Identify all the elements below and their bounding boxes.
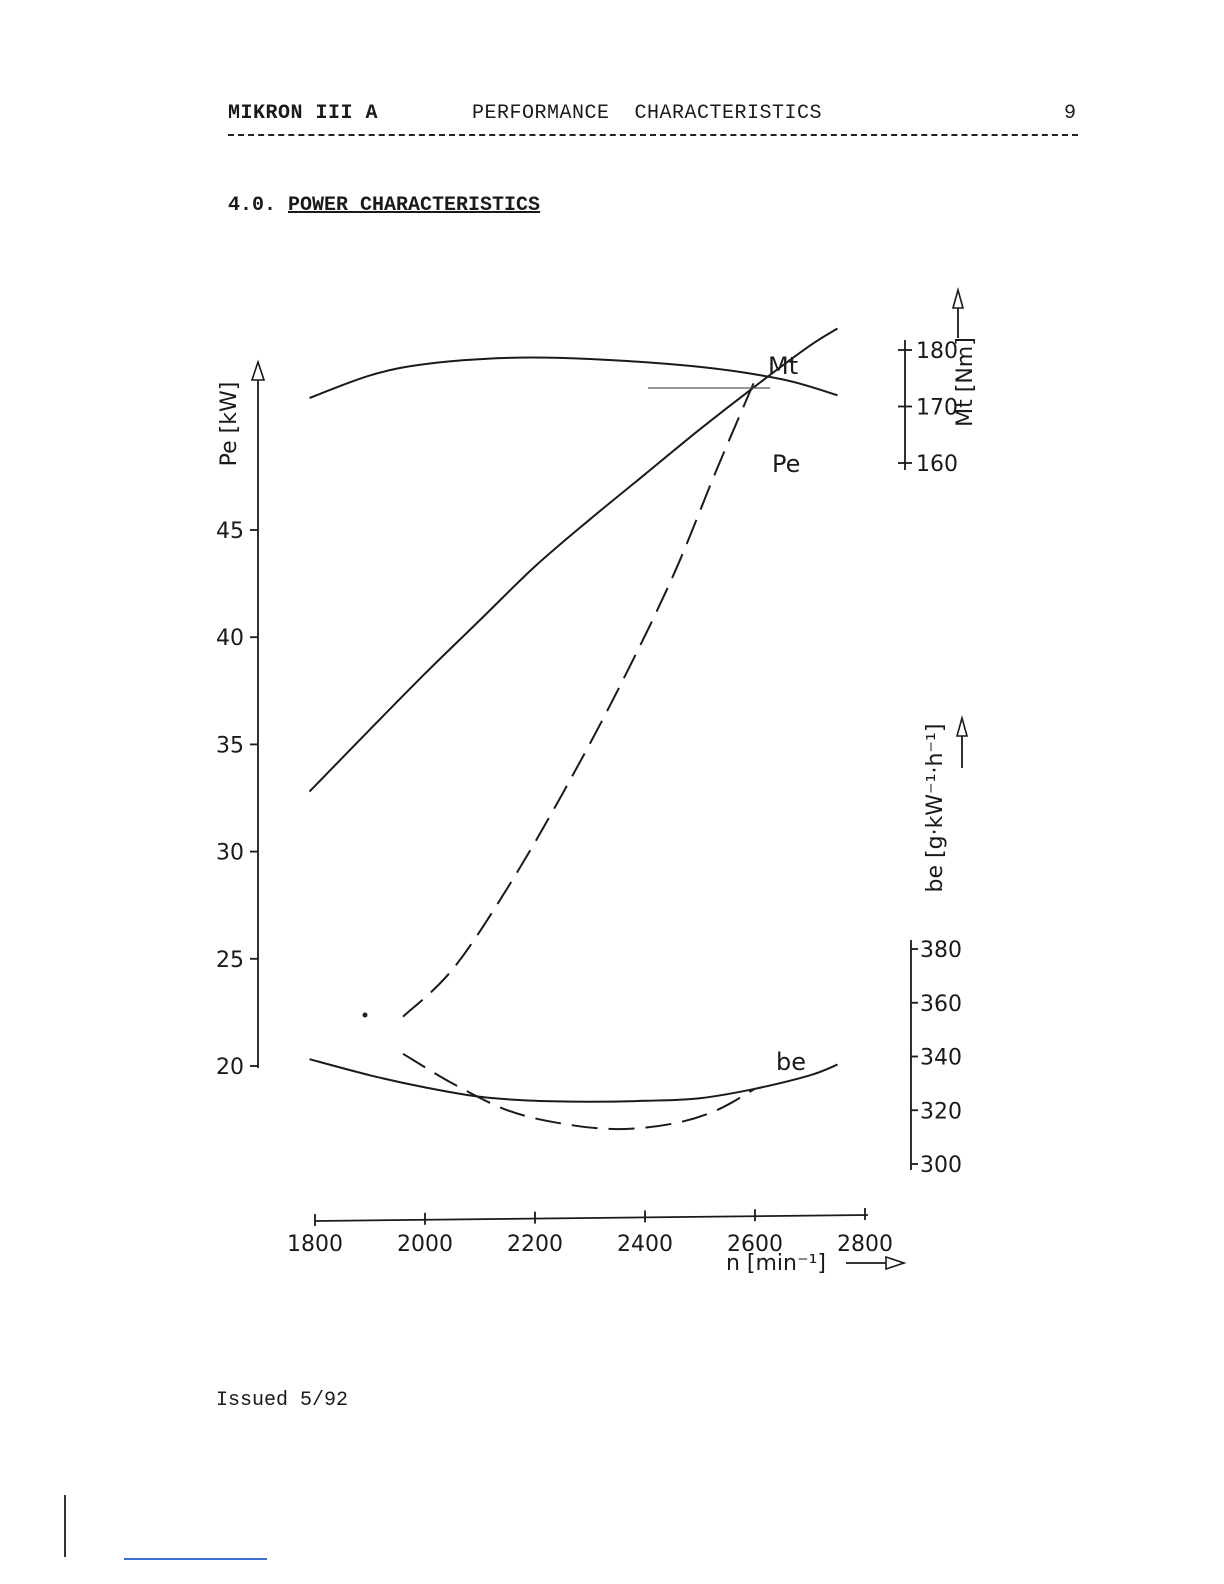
header-rule <box>228 134 1078 136</box>
be-tick-label: 300 <box>920 1153 962 1178</box>
curve-power-dashed <box>402 379 756 1018</box>
power-tick-label: 35 <box>216 733 244 758</box>
torque-tick-label: 180 <box>916 339 958 364</box>
be-tick-label: 380 <box>920 938 962 963</box>
x-tick-label: 2400 <box>617 1232 673 1257</box>
x-axis-line <box>314 1214 869 1222</box>
curve-consumption-dashed <box>402 1052 756 1131</box>
section-heading: 4.0. POWER CHARACTERISTICS <box>228 194 540 217</box>
torque-tick-label: 160 <box>916 452 958 477</box>
be-axis-label: be [g·kW⁻¹·h⁻¹] <box>923 724 948 893</box>
power-tick-label: 20 <box>216 1055 244 1080</box>
be-tick-label: 320 <box>920 1099 962 1124</box>
x-tick-label: 2600 <box>727 1232 783 1257</box>
document-title: MIKRON III A <box>228 102 379 125</box>
be-tick-label: 340 <box>920 1046 962 1071</box>
curve-label-mt: Mt <box>768 352 798 380</box>
page-number: 9 <box>1064 102 1077 125</box>
curve-torque-solid <box>309 356 838 399</box>
torque-axis-label: Mt [Nm] <box>953 337 978 427</box>
bottom-mark <box>124 1558 267 1560</box>
be-axis-arrow <box>955 715 969 737</box>
x-axis-label: n [min⁻¹] <box>726 1251 826 1276</box>
issued-date: Issued 5/92 <box>216 1389 349 1412</box>
power-tick-label: 25 <box>216 948 244 973</box>
be-tick-label: 360 <box>920 992 962 1017</box>
section-title: POWER CHARACTERISTICS <box>288 194 541 217</box>
x-tick-label: 2200 <box>507 1232 563 1257</box>
power-axis-arrow <box>250 359 266 381</box>
torque-tick-label: 170 <box>916 396 958 421</box>
power-tick-label: 30 <box>216 841 244 866</box>
section-label: PERFORMANCE CHARACTERISTICS <box>472 102 823 125</box>
power-tick-label: 45 <box>216 519 244 544</box>
x-axis-arrow-head <box>885 1255 907 1271</box>
x-tick-label: 2000 <box>397 1232 453 1257</box>
scan-mark <box>64 1495 66 1557</box>
power-tick-label: 40 <box>216 626 244 651</box>
curve-consumption-solid <box>309 1058 838 1103</box>
power-axis-label: Pe [kW] <box>217 382 242 467</box>
curve-label-be: be <box>776 1048 806 1076</box>
stray-dot <box>362 1012 368 1018</box>
curve-label-pe: Pe <box>772 450 800 478</box>
section-number: 4.0. <box>228 194 277 217</box>
torque-axis-arrow <box>951 287 965 309</box>
x-tick-label: 1800 <box>287 1232 343 1257</box>
x-tick-label: 2800 <box>837 1232 893 1257</box>
curve-power-solid <box>308 327 839 793</box>
